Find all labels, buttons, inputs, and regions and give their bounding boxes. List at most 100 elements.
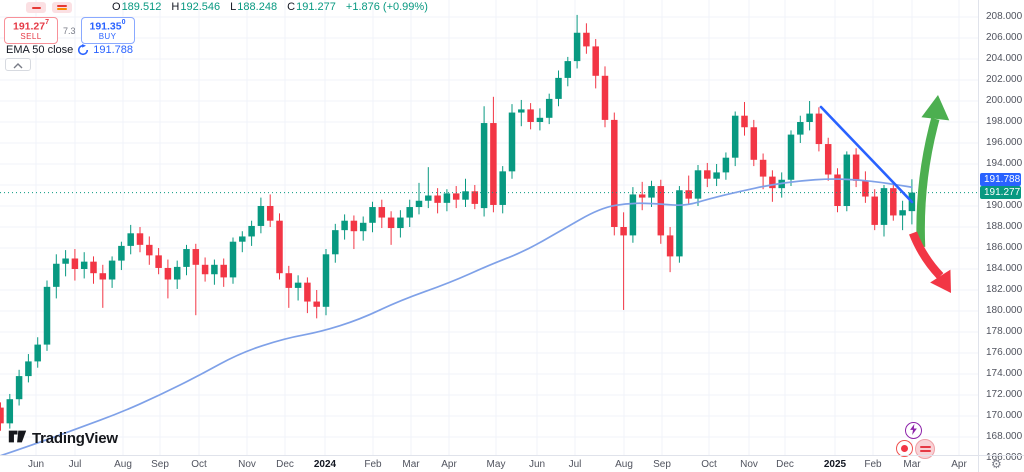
time-tick-label: Apr — [951, 459, 967, 470]
price-tick-label: 170.000 — [986, 410, 1023, 421]
candle — [425, 195, 432, 201]
candle — [759, 159, 767, 177]
price-tick-label: 202.000 — [986, 74, 1023, 85]
candle — [629, 194, 637, 236]
candle — [583, 32, 590, 47]
candle — [192, 249, 200, 265]
candle — [480, 123, 488, 209]
legend-minus-icon[interactable] — [26, 2, 46, 13]
candle — [648, 186, 655, 198]
candle — [555, 77, 562, 99]
time-tick-label: Mar — [402, 459, 420, 470]
time-axis[interactable]: Jun Jul Aug Sep Oct Nov Dec 2024 Feb Mar Apr May Jun… — [0, 455, 978, 472]
price-tick-label: 200.000 — [986, 95, 1023, 106]
candle — [685, 190, 692, 199]
indicator-value: 191.788 — [93, 44, 134, 56]
candle — [332, 230, 339, 255]
stamp-mark-icon — [919, 446, 931, 449]
sell-button[interactable]: 191.277 SELL — [4, 17, 58, 44]
indicator-legend[interactable]: EMA 50 close 191.788 — [6, 44, 133, 56]
lightning-badge[interactable] — [905, 422, 922, 439]
candle — [443, 193, 451, 203]
candle — [797, 122, 804, 135]
candle — [34, 344, 41, 362]
candle — [490, 123, 497, 205]
time-tick-label: Aug — [615, 459, 633, 470]
time-tick-label: Apr — [441, 459, 457, 470]
trade-panel: 191.277 SELL 7.3 191.350 BUY — [4, 17, 135, 44]
candle — [164, 267, 172, 280]
candle — [71, 258, 79, 269]
price-tick-label: 176.000 — [986, 347, 1023, 358]
high-label: H — [171, 1, 180, 13]
candle — [713, 172, 720, 179]
candle — [462, 191, 469, 200]
sell-label: SELL — [20, 31, 42, 41]
candle — [6, 399, 14, 424]
price-tick-label: 174.000 — [986, 368, 1023, 379]
change-value: +1.876 (+0.99%) — [345, 1, 428, 13]
candle — [229, 241, 237, 278]
candle — [406, 207, 413, 218]
time-tick-label: Feb — [864, 459, 882, 470]
price-tick-label: 184.000 — [986, 263, 1023, 274]
collapse-indicators-button[interactable] — [5, 58, 31, 71]
candle — [676, 190, 683, 257]
candle — [90, 261, 97, 274]
candle — [53, 263, 60, 287]
up-arrow[interactable] — [916, 95, 950, 248]
open-value: 189.512 — [121, 1, 162, 13]
ohlc-legend: O189.512 H192.546 L188.248 C191.277 +1.8… — [112, 1, 428, 13]
open-label: O — [112, 1, 121, 13]
candle — [294, 282, 302, 288]
price-tick-label: 166.000 — [986, 452, 1023, 463]
candle — [666, 235, 674, 257]
legend-menu-icon[interactable] — [52, 2, 72, 13]
candle — [183, 249, 190, 267]
gear-icon[interactable]: ⚙ — [991, 457, 1002, 471]
record-badge[interactable] — [896, 440, 913, 457]
candle — [201, 264, 209, 275]
candle — [508, 112, 516, 172]
trend-line[interactable] — [819, 105, 914, 204]
candle — [62, 258, 69, 264]
candle — [750, 127, 758, 160]
buy-button[interactable]: 191.350 BUY — [80, 17, 135, 44]
price-tick-label: 172.000 — [986, 389, 1023, 400]
candle — [657, 186, 665, 236]
candle — [350, 220, 358, 232]
candle — [518, 109, 525, 113]
time-tick-label: Dec — [776, 459, 794, 470]
stamp-badge[interactable] — [915, 439, 935, 459]
price-chart[interactable] — [0, 0, 978, 455]
time-tick-label: Nov — [238, 459, 256, 470]
price-tick-label: 190.000 — [986, 200, 1023, 211]
price-axis[interactable]: 191.788 191.277 208.000 206.000 204.000 202… — [978, 0, 1024, 463]
candle — [611, 119, 618, 227]
time-tick-label: Feb — [364, 459, 382, 470]
buy-price: 191.350 — [89, 19, 126, 33]
high-value: 192.546 — [180, 1, 221, 13]
last-price-tag: 191.277 — [980, 186, 1021, 200]
tradingview-logo[interactable]: TradingView — [8, 429, 118, 448]
price-tick-label: 196.000 — [986, 137, 1023, 148]
down-arrow[interactable] — [909, 231, 951, 293]
ema-line[interactable] — [0, 178, 913, 455]
candle — [731, 115, 739, 158]
candle — [136, 233, 144, 245]
time-tick-label: Jun — [27, 459, 45, 470]
refresh-icon[interactable] — [77, 44, 89, 56]
candle — [322, 254, 330, 307]
candle — [471, 191, 479, 204]
candle — [722, 157, 730, 173]
candle — [369, 207, 376, 223]
candle — [220, 264, 227, 278]
candle — [862, 180, 869, 197]
candle — [257, 206, 265, 226]
candle — [118, 245, 125, 261]
candle — [592, 46, 599, 76]
lightning-icon — [909, 422, 918, 440]
time-tick-label: 2024 — [313, 459, 337, 470]
time-tick-label: Oct — [701, 459, 717, 470]
candle — [211, 264, 218, 275]
